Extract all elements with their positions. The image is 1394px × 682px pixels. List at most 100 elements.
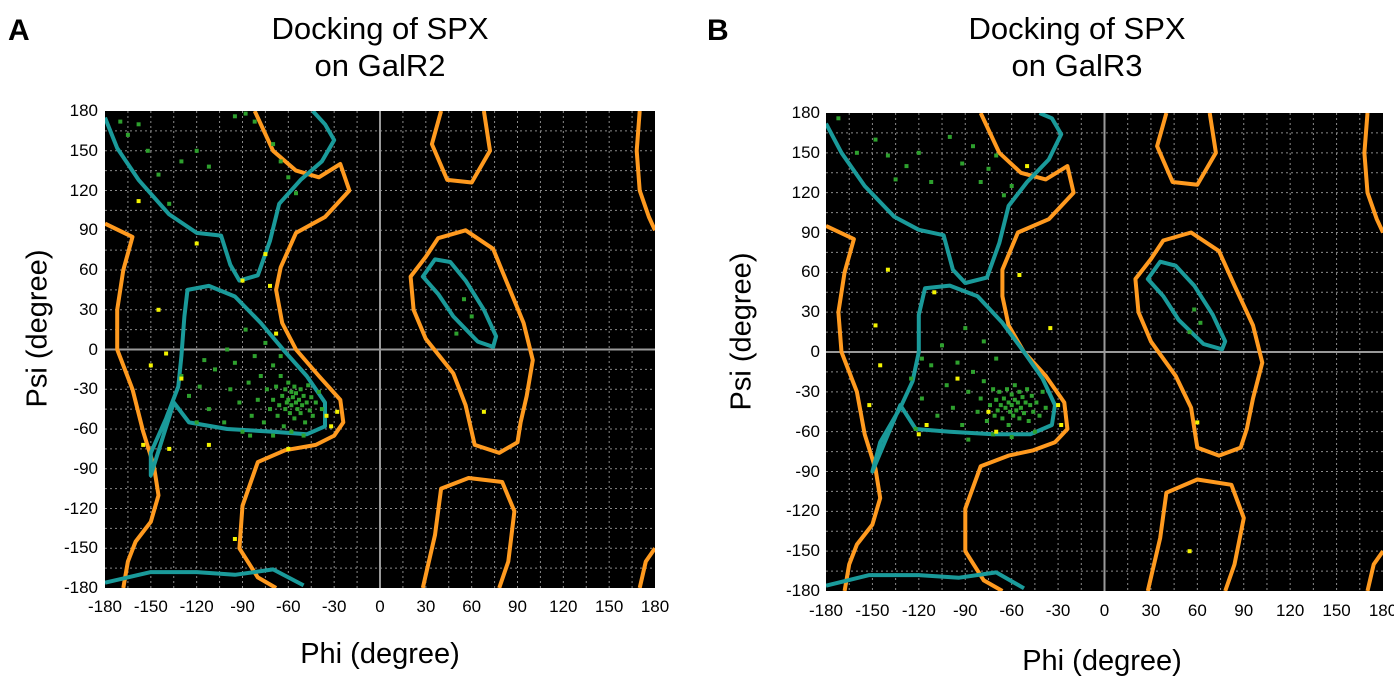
core-residue-point <box>202 358 207 363</box>
allowed-residue-point <box>335 409 340 414</box>
x-tick-label: -30 <box>1045 601 1071 620</box>
core-residue-point <box>292 416 297 421</box>
core-residue-point <box>1026 419 1031 423</box>
allowed-residue-point <box>924 423 929 427</box>
y-tick-label: -180 <box>785 581 820 600</box>
core-residue-point <box>283 407 288 412</box>
y-tick-label: -120 <box>63 498 98 518</box>
core-region-contour <box>103 109 337 283</box>
core-residue-point <box>240 429 245 434</box>
allowed-residue-point <box>164 351 169 356</box>
core-residue-point <box>309 395 314 400</box>
panel-letter: A <box>8 14 30 47</box>
core-residue-point <box>1012 397 1017 402</box>
y-tick-label: 120 <box>69 180 98 200</box>
core-residue-point <box>978 396 983 401</box>
core-residue-point <box>289 389 294 394</box>
core-residue-point <box>966 437 971 442</box>
y-tick-label: 120 <box>791 182 820 202</box>
allowed-residue-point <box>263 252 268 257</box>
core-residue-point <box>179 159 184 164</box>
core-residue-point <box>947 134 952 139</box>
core-residue-point <box>277 403 282 408</box>
core-residue-point <box>294 191 298 196</box>
y-tick-label: 60 <box>801 262 820 282</box>
core-residue-point <box>278 374 283 378</box>
core-residue-point <box>1005 387 1009 392</box>
core-residue-point <box>1043 405 1048 410</box>
y-tick-label: -180 <box>63 578 98 597</box>
core-residue-point <box>252 119 257 124</box>
x-tick-label: 90 <box>1234 601 1254 620</box>
core-residue-point <box>156 172 161 177</box>
core-residue-point <box>981 379 986 384</box>
core-residue-point <box>1006 423 1011 427</box>
allowed-residue-point <box>1048 326 1053 331</box>
x-tick-label: 120 <box>1275 601 1305 620</box>
x-tick-label: -30 <box>321 597 347 616</box>
panel-letter: B <box>707 14 729 47</box>
core-residue-point <box>940 343 944 348</box>
core-residue-point <box>268 407 272 412</box>
core-residue-point <box>298 411 303 416</box>
x-tick-label: -120 <box>901 601 936 620</box>
allowed-region-contour <box>1133 230 1265 458</box>
core-residue-point <box>264 387 269 392</box>
core-residue-point <box>1015 400 1020 405</box>
allowed-residue-point <box>274 331 279 336</box>
core-residue-point <box>301 433 306 438</box>
x-tick-label: -120 <box>179 597 214 616</box>
x-tick-label: 180 <box>1368 601 1394 620</box>
core-residue-point <box>194 420 199 425</box>
chart-title-line-2: on GalR3 <box>1011 48 1143 83</box>
core-residue-point <box>271 142 276 147</box>
core-residue-point <box>1009 392 1014 397</box>
x-tick-label: -90 <box>230 597 255 616</box>
y-tick-label: 150 <box>69 140 98 160</box>
core-residue-point <box>289 403 294 408</box>
x-tick-label: 60 <box>1187 601 1207 620</box>
core-residue-point <box>971 144 975 149</box>
core-residue-point <box>271 397 276 402</box>
core-residue-point <box>301 393 306 398</box>
x-tick-label: 180 <box>640 597 670 616</box>
core-residue-point <box>854 150 859 155</box>
core-residue-point <box>885 153 890 158</box>
allowed-residue-point <box>873 323 878 328</box>
allowed-residue-point <box>268 283 272 288</box>
allowed-residue-point <box>885 267 890 272</box>
core-region-contour <box>870 283 1057 474</box>
y-tick-label: 0 <box>88 339 98 359</box>
y-tick-label: 150 <box>791 142 820 162</box>
core-region-contour <box>1145 259 1228 352</box>
allowed-region-contour <box>420 476 517 589</box>
core-residue-point <box>145 148 150 153</box>
core-residue-point <box>275 413 280 418</box>
allowed-region-contour <box>1155 112 1218 187</box>
y-tick-label: 180 <box>791 103 820 122</box>
allowed-residue-point <box>156 307 161 312</box>
y-tick-label: -30 <box>795 381 820 401</box>
allowed-residue-point <box>232 537 237 541</box>
core-residue-point <box>1022 411 1026 416</box>
x-tick-label: 150 <box>1322 601 1351 620</box>
plot-svg <box>824 111 1385 593</box>
core-residue-point <box>303 420 308 425</box>
core-residue-point <box>1029 393 1034 398</box>
core-residue-point <box>258 374 263 378</box>
core-residue-point <box>292 384 297 389</box>
core-residue-point <box>913 427 918 431</box>
core-residue-point <box>278 354 283 359</box>
allowed-residue-point <box>141 442 146 447</box>
core-residue-point <box>981 339 986 344</box>
allowed-region-contour <box>429 110 492 185</box>
core-residue-point <box>283 387 288 392</box>
core-residue-point <box>916 150 921 155</box>
y-axis-label: Psi (degree) <box>725 252 758 411</box>
core-residue-point <box>206 164 211 169</box>
ramachandran-plot-area <box>824 111 1385 593</box>
core-residue-point <box>252 354 257 359</box>
core-residue-point <box>1011 413 1016 418</box>
core-residue-point <box>167 201 172 206</box>
core-residue-point <box>284 400 289 405</box>
